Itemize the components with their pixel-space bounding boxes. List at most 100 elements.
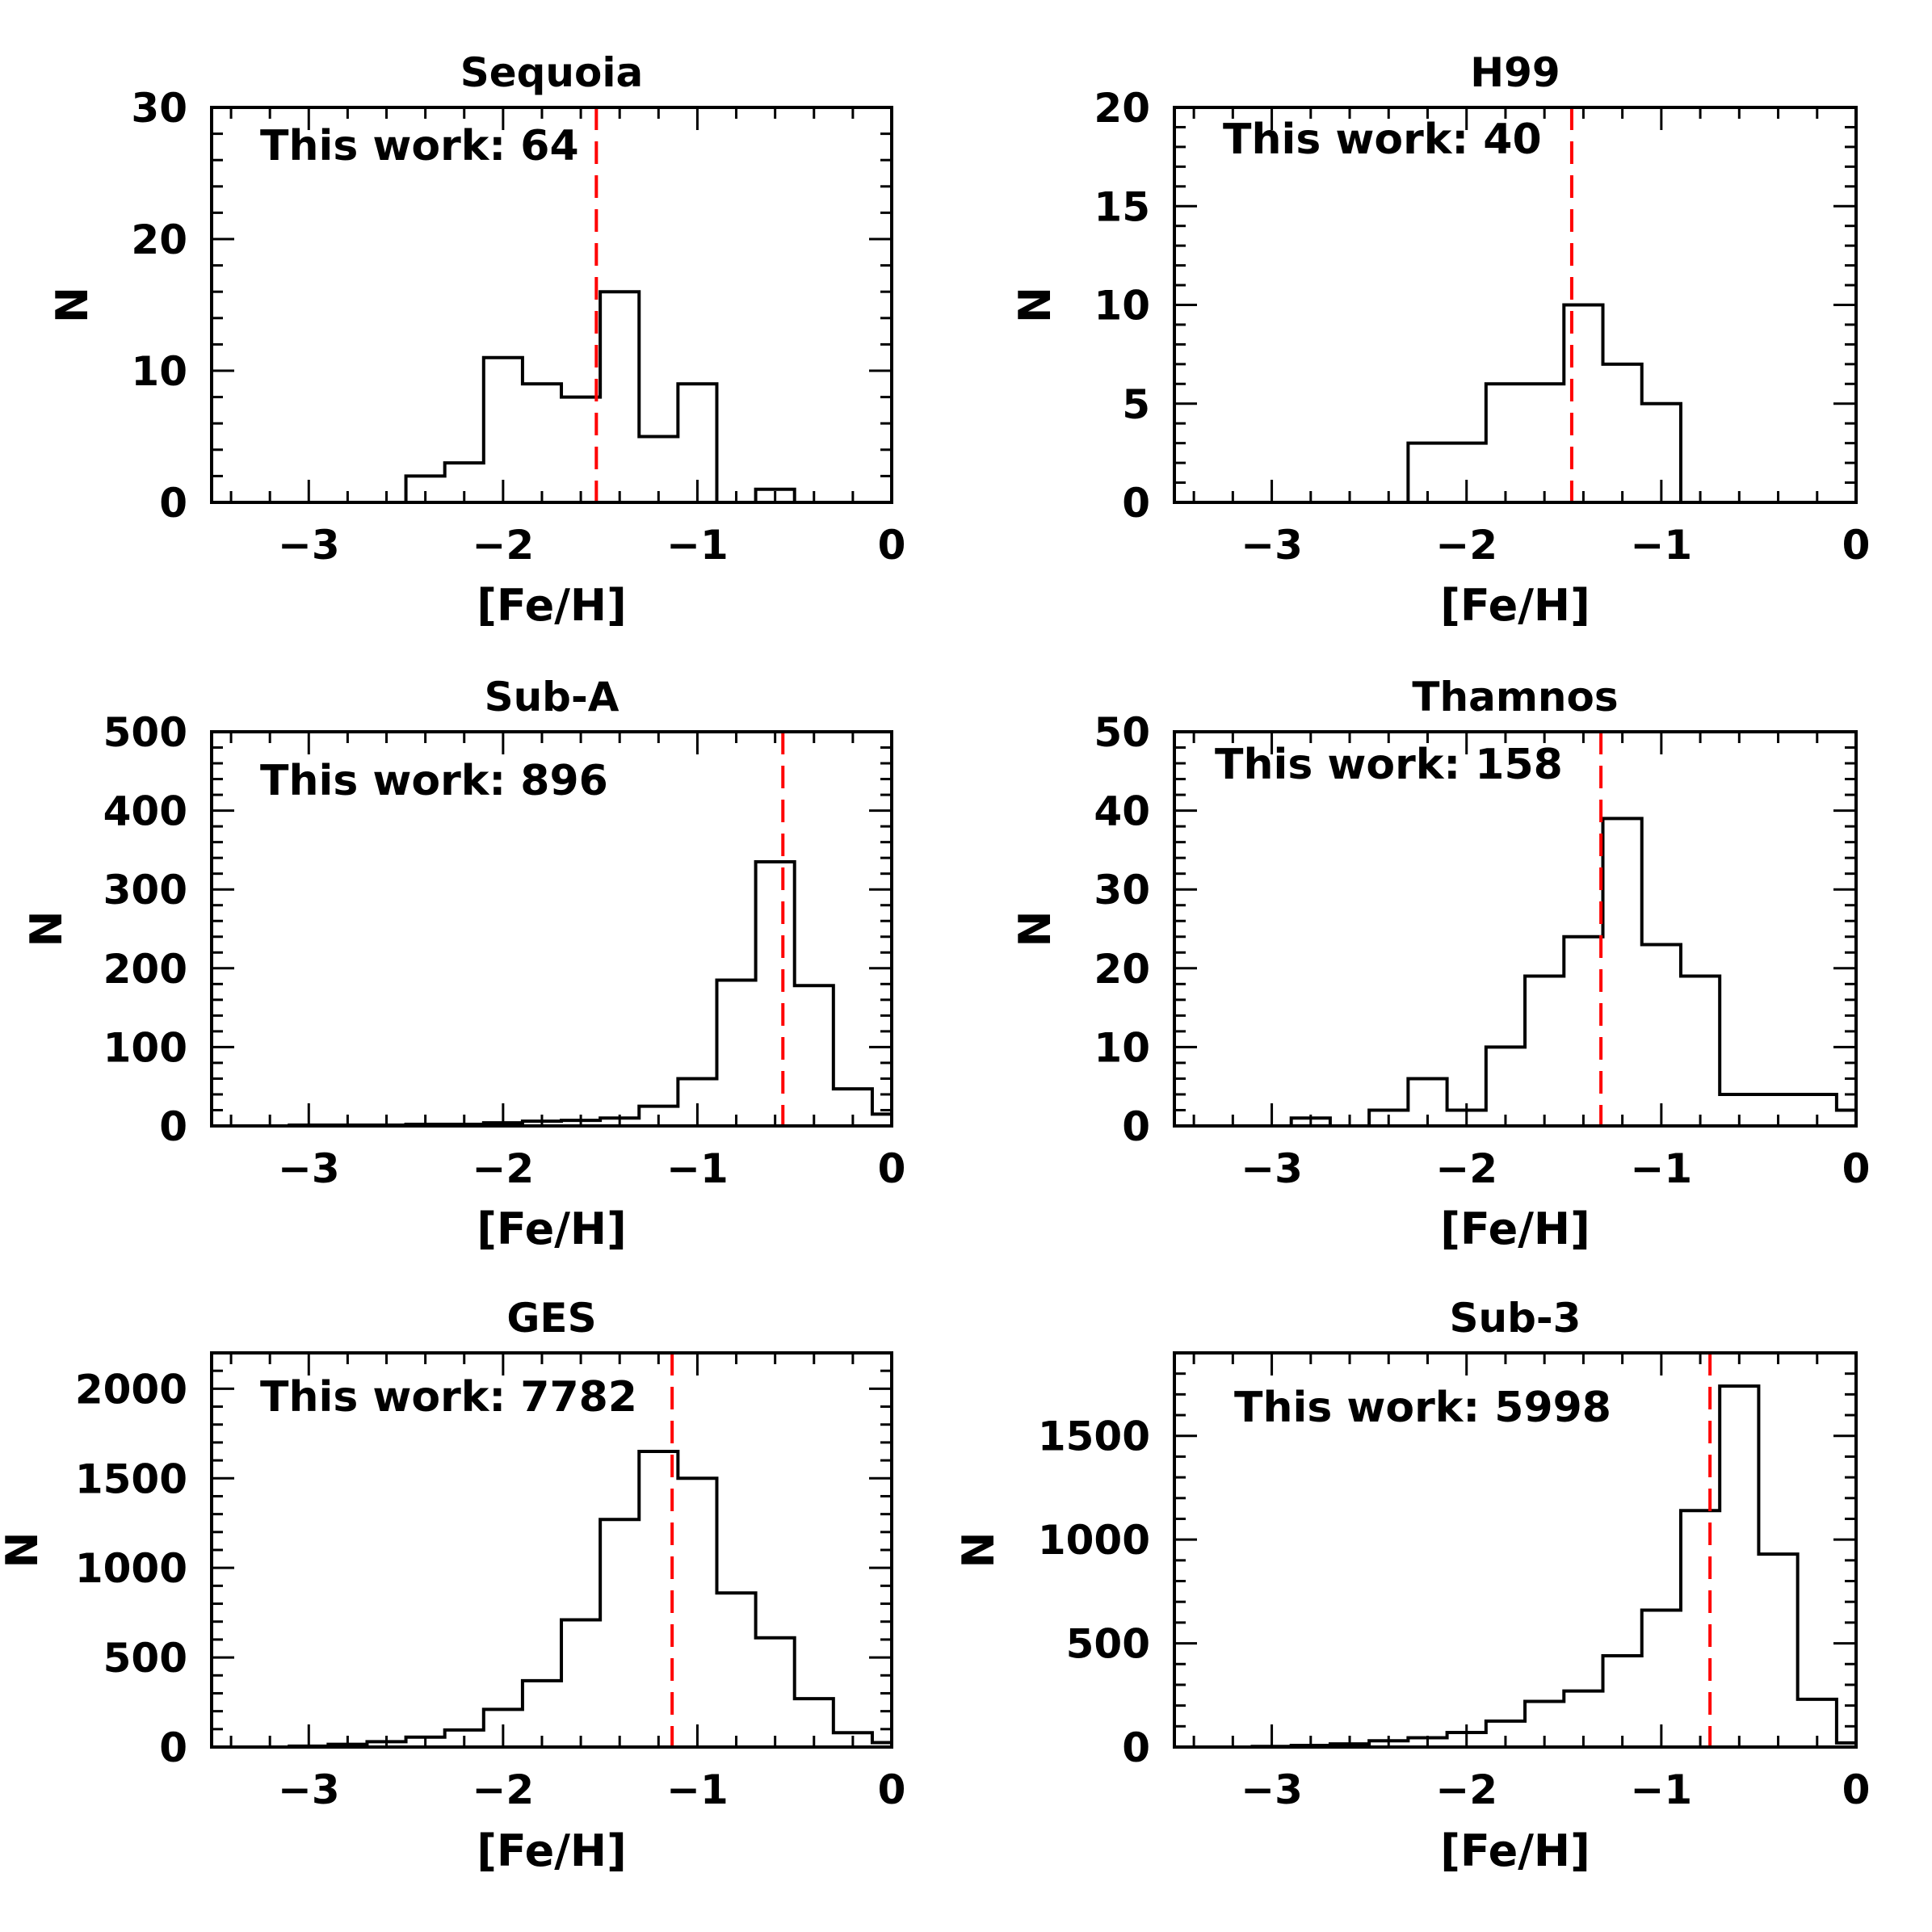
histogram-bin xyxy=(756,862,795,1126)
histogram-bin xyxy=(678,1478,716,1747)
panel-sub-a: −3 −2 −1 0 0 100 200 300 400 500 Sub-A [Fe/H] N This … xyxy=(21,674,905,1254)
y-axis-label: N xyxy=(1010,910,1060,947)
axes-frame xyxy=(1173,730,1858,1128)
y-tick-label: 15 xyxy=(1094,183,1150,230)
x-tick-label: −2 xyxy=(1435,1145,1497,1192)
y-tick-label: 400 xyxy=(103,788,187,835)
x-axis-label: [Fe/H] xyxy=(477,1825,627,1876)
histogram-outline xyxy=(1174,1384,1858,1749)
x-axis-label: [Fe/H] xyxy=(1440,1203,1590,1254)
minor-ticks xyxy=(212,1353,892,1747)
x-tick-label: −2 xyxy=(1435,1766,1497,1813)
histogram-bin xyxy=(1758,1554,1797,1747)
histogram-bin xyxy=(872,1114,892,1126)
histogram-bin xyxy=(1603,1656,1642,1747)
x-tick-label: −1 xyxy=(1631,1145,1693,1192)
x-tick-label: 0 xyxy=(1842,522,1871,569)
panel-title: H99 xyxy=(1470,49,1560,96)
histogram-bin xyxy=(1525,976,1564,1126)
y-tick-label: 30 xyxy=(1094,867,1150,914)
sample-count-annotation: This work: 896 xyxy=(260,757,608,805)
histogram-bin xyxy=(795,985,834,1126)
x-tick-label: −3 xyxy=(278,1145,340,1192)
y-tick-label: 20 xyxy=(1094,85,1150,132)
y-axis-label: N xyxy=(1010,287,1060,323)
x-tick-label: −2 xyxy=(472,522,535,569)
histogram-bin xyxy=(600,292,639,502)
histogram-outline xyxy=(212,860,893,1128)
histogram-outline xyxy=(1174,303,1837,504)
histogram-outline xyxy=(212,1450,893,1749)
axes-frame xyxy=(1173,1351,1858,1749)
y-tick-label: 40 xyxy=(1094,788,1150,835)
y-tick-label: 2000 xyxy=(75,1366,187,1413)
sample-count-annotation: This work: 5998 xyxy=(1234,1384,1611,1432)
histogram-bin xyxy=(1603,818,1642,1126)
y-tick-label: 500 xyxy=(1066,1621,1150,1668)
x-tick-label: −1 xyxy=(666,1766,729,1813)
histogram-bin xyxy=(1603,364,1642,502)
histogram-bin xyxy=(1720,1386,1758,1747)
sample-count-annotation: This work: 7782 xyxy=(260,1373,637,1422)
y-tick-label: 10 xyxy=(1094,1024,1150,1071)
y-tick-label: 0 xyxy=(1122,480,1150,527)
x-tick-label: 0 xyxy=(1842,1766,1871,1813)
y-axis-label: N xyxy=(21,910,72,947)
y-tick-label: 200 xyxy=(103,946,187,993)
x-tick-label: −1 xyxy=(1631,1766,1693,1813)
histogram-bin xyxy=(561,1620,600,1747)
histogram-bin xyxy=(523,384,561,502)
panel-title: Sub-3 xyxy=(1450,1295,1581,1342)
x-tick-label: −3 xyxy=(278,522,340,569)
y-tick-label: 1000 xyxy=(1038,1517,1150,1564)
panel-sequoia: −3 −2 −1 0 0 10 20 30 Sequoia [Fe/H] N This work: 6… xyxy=(47,49,905,631)
x-tick-label: −2 xyxy=(472,1766,535,1813)
y-tick-label: 1000 xyxy=(75,1545,187,1592)
histogram-bin xyxy=(1564,937,1602,1126)
x-tick-label: −2 xyxy=(472,1145,535,1192)
x-tick-label: −1 xyxy=(1631,522,1693,569)
y-tick-label: 0 xyxy=(1122,1724,1150,1771)
minor-ticks xyxy=(212,107,892,502)
panel-thamnos: −3 −2 −1 0 0 10 20 30 40 50 Thamnos [Fe/H] N This wor… xyxy=(1010,674,1870,1254)
y-tick-label: 20 xyxy=(131,216,187,263)
panel-h99: −3 −2 −1 0 0 5 10 15 20 H99 [Fe/H] N This work: 40 xyxy=(1010,49,1870,631)
histogram-bin xyxy=(716,1593,755,1747)
x-axis-label: [Fe/H] xyxy=(1440,580,1590,631)
panel-sub-3: −3 −2 −1 0 0 500 1000 1500 Sub-3 [Fe/H] N This work… xyxy=(953,1295,1870,1876)
histogram-bin xyxy=(756,1638,795,1747)
minor-ticks xyxy=(1174,107,1856,502)
y-axis-label: N xyxy=(47,287,98,323)
x-tick-label: 0 xyxy=(878,1145,906,1192)
panel-title: Thamnos xyxy=(1412,674,1618,720)
axes-frame xyxy=(210,730,893,1128)
x-tick-label: −3 xyxy=(278,1766,340,1813)
x-axis-label: [Fe/H] xyxy=(477,1203,627,1254)
axes-frame xyxy=(1173,106,1858,504)
y-axis-label: N xyxy=(0,1531,48,1568)
panel-ges: −3 −2 −1 0 0 500 1000 1500 2000 GES [Fe/H] N This wo… xyxy=(0,1295,905,1876)
y-tick-label: 5 xyxy=(1122,381,1150,428)
histogram-bin xyxy=(1837,1110,1856,1126)
histogram-bin xyxy=(1525,384,1564,502)
histogram-bin xyxy=(1642,945,1681,1126)
histogram-bin xyxy=(600,1519,639,1747)
x-tick-label: −3 xyxy=(1241,1766,1303,1813)
y-axis-label: N xyxy=(953,1531,1004,1568)
panel-title: Sequoia xyxy=(460,49,644,96)
panel-title: GES xyxy=(506,1295,596,1342)
minor-ticks xyxy=(212,732,892,1126)
x-tick-label: −3 xyxy=(1241,1145,1303,1192)
y-tick-label: 1500 xyxy=(1038,1413,1150,1460)
y-tick-label: 0 xyxy=(1122,1103,1150,1150)
histogram-outline xyxy=(212,290,872,504)
x-tick-label: 0 xyxy=(878,1766,906,1813)
x-tick-label: 0 xyxy=(1842,1145,1871,1192)
y-tick-label: 1500 xyxy=(75,1455,187,1502)
y-tick-label: 20 xyxy=(1094,946,1150,993)
sample-count-annotation: This work: 40 xyxy=(1223,116,1542,164)
histogram-bin xyxy=(1486,1047,1525,1126)
axes-frame xyxy=(210,106,893,504)
y-tick-label: 100 xyxy=(103,1024,187,1071)
